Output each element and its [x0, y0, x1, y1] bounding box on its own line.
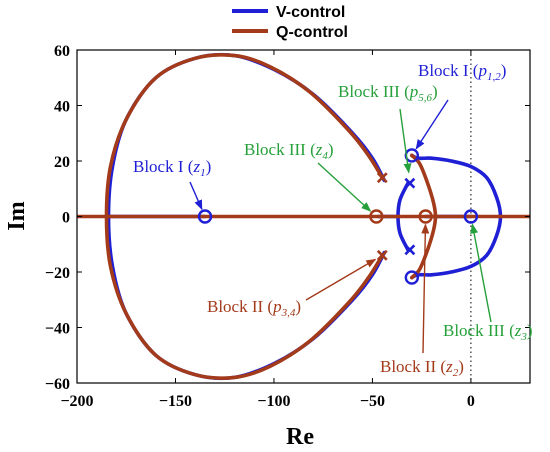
x-tick-label: −200	[60, 393, 93, 410]
x-tick-label: 0	[467, 393, 475, 410]
annotation-arrow	[415, 99, 449, 150]
legend-label-q-control: Q-control	[276, 24, 348, 41]
marker-layer	[197, 148, 479, 285]
q-control-pole-marker	[376, 249, 388, 261]
y-tick-label: 20	[54, 154, 70, 171]
y-tick-label: −60	[45, 376, 70, 393]
legend: V-control Q-control	[232, 4, 348, 41]
annotation-arrow	[421, 223, 430, 354]
x-tick-label: −50	[360, 393, 385, 410]
annotation-arrow	[317, 162, 372, 212]
v-control-zero-marker	[197, 209, 213, 224]
v-control-pole-marker	[404, 177, 416, 189]
x-tick-label: −150	[159, 393, 192, 410]
annotation-arrow	[399, 108, 412, 174]
y-tick-label: 40	[54, 99, 70, 116]
v-control-zero-marker	[404, 270, 420, 285]
annotations: Block I (z1) Block I (p1,2)Block III (p5,…	[133, 61, 533, 379]
x-tick-label: −100	[257, 393, 290, 410]
annotation-label: Block III (p5,6)	[338, 82, 438, 104]
y-tick-label: −40	[45, 321, 70, 338]
annotation-label: Block III (z3)	[443, 321, 533, 343]
y-axis-title: Im	[4, 201, 30, 230]
annotation-label: Block II (p3,4)	[207, 297, 301, 319]
v-control-zero-marker	[463, 209, 479, 224]
annotation-arrow	[305, 258, 377, 301]
v-control-pole-marker	[404, 244, 416, 256]
q-control-zero-marker	[369, 209, 384, 224]
q-control-zero-marker	[418, 209, 433, 224]
annotation-label: Block I (z1)	[133, 157, 211, 179]
y-tick-label: 60	[54, 43, 70, 60]
y-tick-label: 0	[62, 210, 70, 227]
x-axis-title: Re	[286, 424, 314, 450]
annotation-label: Block III (z4)	[244, 140, 334, 162]
legend-label-v-control: V-control	[276, 4, 345, 21]
annotation-arrow	[189, 181, 203, 211]
annotation-label: Block I (p1,2)	[418, 61, 506, 83]
q-control-pole-marker	[376, 172, 388, 184]
annotation-arrow	[470, 223, 492, 323]
annotation-label: Block II (z2)	[380, 357, 464, 379]
y-tick-label: −20	[45, 265, 70, 282]
